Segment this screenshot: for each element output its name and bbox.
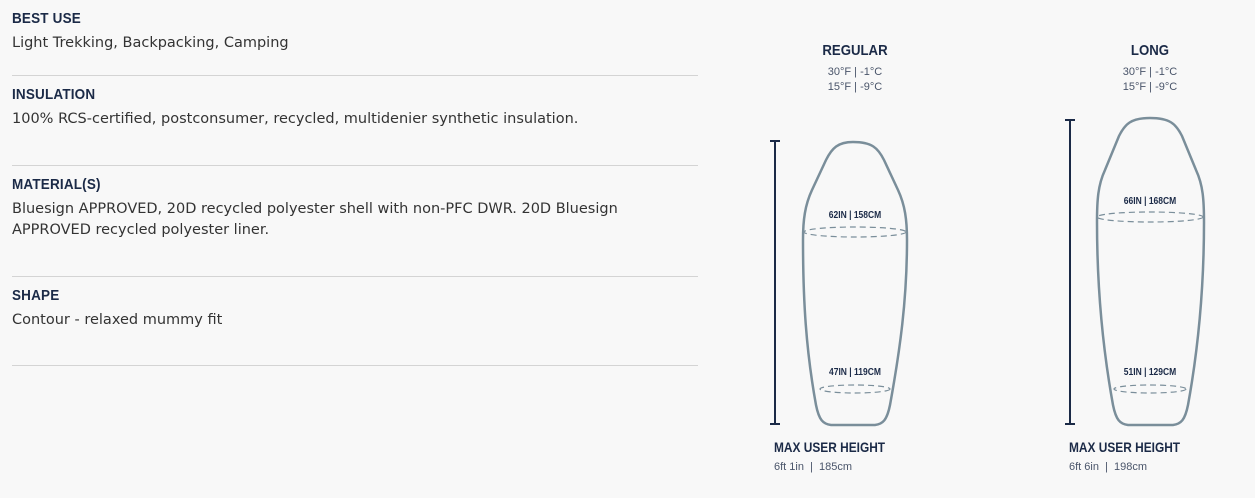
temp-rating: 15°F | -9°C [1122, 81, 1178, 93]
spec-heading: MATERIAL(S) [12, 176, 101, 193]
spec-insulation: INSULATION 100% RCS-certified, postconsum… [12, 76, 698, 166]
height-bar-regular [770, 140, 780, 425]
spec-text: 100% RCS-certified, postconsumer, recycl… [12, 111, 579, 127]
hip-measure: 51IN | 129CM [1123, 367, 1177, 378]
shoulder-measure: 62IN | 158CM [828, 210, 882, 221]
spec-heading: INSULATION [12, 86, 96, 103]
bag-outline-regular [801, 140, 909, 427]
spec-materials: MATERIAL(S) Bluesign APPROVED, 20D recycl… [12, 166, 698, 277]
size-title-regular: REGULAR [822, 42, 888, 59]
shoulder-girth-regular [803, 226, 907, 238]
temp-rating: 30°F | -1°C [827, 66, 883, 78]
spec-text: Light Trekking, Backpacking, Camping [12, 35, 289, 51]
hip-girth-long [1113, 384, 1187, 394]
height-bar-long [1065, 119, 1075, 425]
temp-rating: 15°F | -9°C [827, 81, 883, 93]
hip-girth-regular [819, 384, 891, 394]
max-height-label: MAX USER HEIGHT [1069, 439, 1181, 455]
temp-rating: 30°F | -1°C [1122, 66, 1178, 78]
max-height-value: 6ft 1in | 185cm [774, 461, 853, 473]
spec-heading: SHAPE [12, 287, 60, 304]
spec-best-use: BEST USE Light Trekking, Backpacking, Cam… [12, 0, 698, 76]
spec-text: Contour - relaxed mummy fit [12, 312, 223, 328]
max-height-label: MAX USER HEIGHT [774, 439, 886, 455]
size-title-long: LONG [1130, 42, 1170, 59]
spec-heading: BEST USE [12, 10, 81, 27]
bag-outline-long [1095, 116, 1206, 427]
hip-measure: 47IN | 119CM [828, 367, 881, 378]
max-height-value: 6ft 6in | 198cm [1069, 461, 1148, 473]
shoulder-girth-long [1096, 211, 1204, 223]
shoulder-measure: 66IN | 168CM [1123, 196, 1177, 207]
spec-text: Bluesign APPROVED, 20D recycled polyeste… [12, 201, 618, 238]
spec-shape: SHAPE Contour - relaxed mummy fit [12, 277, 698, 366]
specs-list: BEST USE Light Trekking, Backpacking, Cam… [12, 0, 698, 366]
